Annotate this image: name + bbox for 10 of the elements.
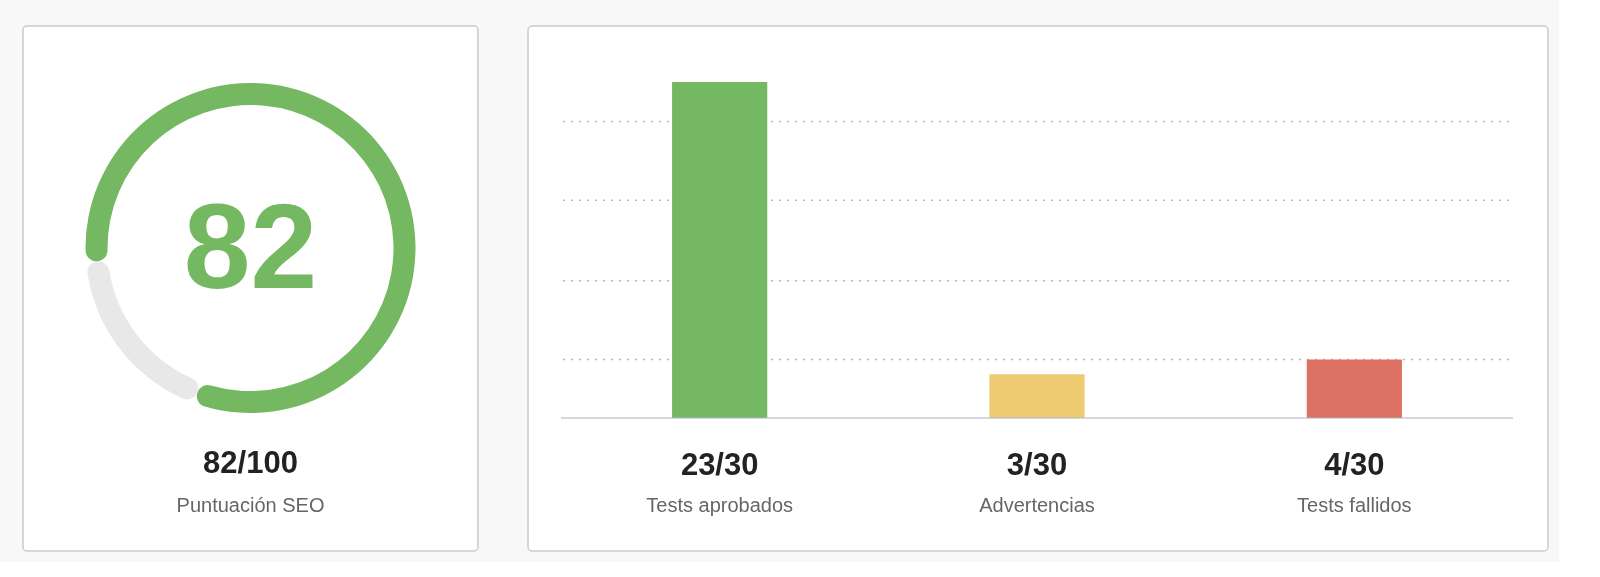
text: 82/100 <box>203 445 298 480</box>
x-tick-label: Tests aprobados <box>646 494 794 516</box>
text: Puntuación SEO <box>176 494 325 516</box>
donut-slice <box>85 83 416 413</box>
data-label: 3/30 <box>1006 447 1068 482</box>
x-tick-label: Tests fallidos <box>1297 494 1412 516</box>
data-label: 4/30 <box>1324 447 1385 482</box>
data-label: 23/30 <box>680 447 759 482</box>
x-tick-label: Advertencias <box>979 494 1095 516</box>
data-label: 82 <box>183 179 318 313</box>
